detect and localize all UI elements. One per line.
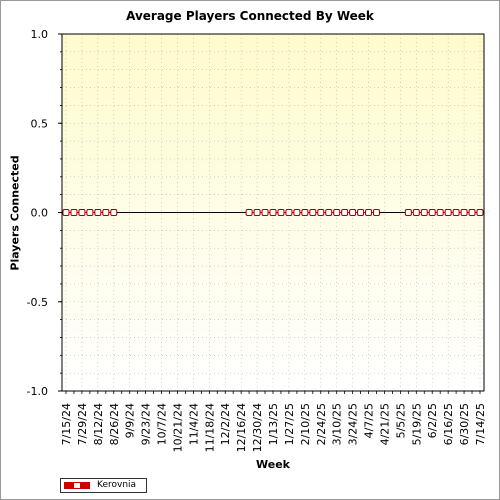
data-point <box>285 209 293 216</box>
x-tick-label: 4/7/25 <box>363 403 376 438</box>
data-point <box>476 209 484 216</box>
x-tick-label: 12/2/24 <box>219 403 232 445</box>
data-point <box>309 209 317 216</box>
x-tick-label: 11/4/24 <box>187 403 200 445</box>
data-point <box>317 209 325 216</box>
data-point <box>341 209 349 216</box>
x-tick-label: 8/26/24 <box>108 403 121 445</box>
data-point <box>404 209 412 216</box>
data-point <box>269 209 277 216</box>
data-point <box>365 209 373 216</box>
y-tick-label: 1.0 <box>31 28 49 41</box>
data-point <box>245 209 253 216</box>
x-tick-label: 12/30/24 <box>251 403 264 452</box>
data-point <box>333 209 341 216</box>
x-tick-label: 6/30/25 <box>458 403 471 445</box>
legend-swatch <box>64 482 90 489</box>
data-point <box>325 209 333 216</box>
data-point <box>277 209 285 216</box>
x-tick-label: 6/16/25 <box>442 403 455 445</box>
x-tick-label: 3/10/25 <box>331 403 344 445</box>
x-tick-label: 8/12/24 <box>92 403 105 445</box>
legend: Kerovnia <box>60 478 147 493</box>
y-tick-label: -0.5 <box>27 296 48 309</box>
data-point <box>349 209 357 216</box>
series-layer <box>62 209 484 216</box>
data-point <box>70 209 78 216</box>
x-tick-label: 4/21/25 <box>378 403 391 445</box>
data-point <box>444 209 452 216</box>
x-tick-label: 10/7/24 <box>156 403 169 445</box>
x-tick-label: 5/5/25 <box>394 403 407 438</box>
data-point <box>301 209 309 216</box>
x-tick-label: 9/23/24 <box>140 403 153 445</box>
y-tick-label: -1.0 <box>27 385 48 398</box>
x-tick-label: 12/16/24 <box>235 403 248 452</box>
x-tick-label: 3/24/25 <box>347 403 360 445</box>
x-tick-label: 7/14/25 <box>474 403 487 445</box>
data-point <box>468 209 476 216</box>
data-point <box>357 209 365 216</box>
x-tick-label: 10/21/24 <box>171 403 184 452</box>
x-tick-label: 1/13/25 <box>267 403 280 445</box>
y-tick-label: 0.0 <box>31 207 49 220</box>
data-point <box>62 209 70 216</box>
x-tick-label: 7/29/24 <box>76 403 89 445</box>
x-tick-label: 11/18/24 <box>203 403 216 452</box>
data-point <box>110 209 118 216</box>
legend-label: Kerovnia <box>97 480 137 490</box>
data-point <box>420 209 428 216</box>
data-point <box>261 209 269 216</box>
chart-title: Average Players Connected By Week <box>126 9 374 23</box>
x-tick-label: 5/19/25 <box>410 403 423 445</box>
data-point <box>86 209 94 216</box>
data-point <box>78 209 86 216</box>
data-point <box>293 209 301 216</box>
x-tick-label: 2/24/25 <box>315 403 328 445</box>
data-point <box>373 209 380 216</box>
x-tick-label: 2/10/25 <box>299 403 312 445</box>
data-point <box>253 209 261 216</box>
data-point <box>94 209 102 216</box>
data-point <box>460 209 468 216</box>
data-point <box>452 209 460 216</box>
data-point <box>412 209 420 216</box>
x-tick-label: 9/9/24 <box>124 403 137 438</box>
x-axis-label: Week <box>256 458 290 471</box>
data-point <box>102 209 110 216</box>
data-point <box>436 209 444 216</box>
data-point <box>428 209 436 216</box>
x-tick-label: 6/2/25 <box>426 403 439 438</box>
x-tick-label: 7/15/24 <box>60 403 73 445</box>
x-tick-label: 1/27/25 <box>283 403 296 445</box>
y-tick-label: 0.5 <box>31 117 49 130</box>
